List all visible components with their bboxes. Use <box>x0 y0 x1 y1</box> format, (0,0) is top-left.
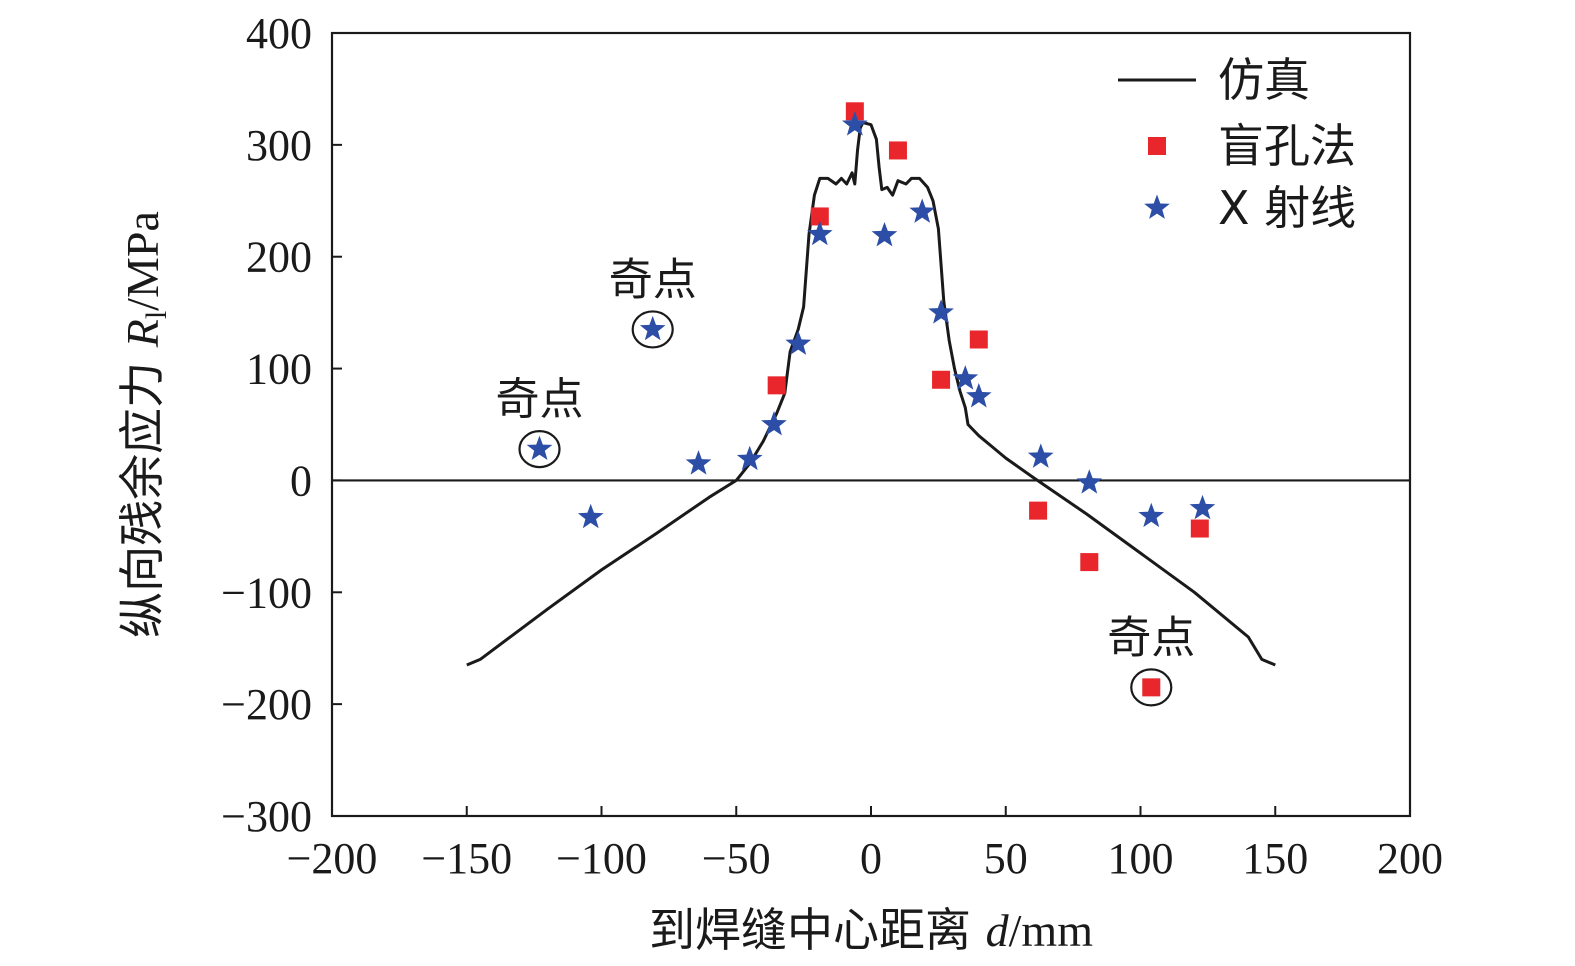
data-point-star-16 <box>1138 502 1165 528</box>
plot-data-layer <box>466 102 1276 697</box>
data-point-star-14 <box>1027 443 1054 468</box>
legend-label-0: 仿真 <box>1218 53 1310 107</box>
y-tick-label-7: 400 <box>246 9 312 58</box>
data-point-star-5 <box>761 411 787 436</box>
data-point-star-9 <box>871 222 898 247</box>
data-point-star-11 <box>928 299 954 324</box>
y-tick-label-1: −200 <box>221 680 312 729</box>
data-point-square-7 <box>1080 553 1099 572</box>
annotation-circle-0 <box>518 430 561 469</box>
axes-layer: −200 −150 −100 −50 0 50 100 150 200−300−200−1000… <box>221 9 1443 883</box>
data-point-star-2 <box>639 315 666 341</box>
y-tick-label-4: 100 <box>246 345 312 394</box>
data-point-square-5 <box>969 330 988 349</box>
x-tick-label-3: −50 <box>702 834 771 883</box>
data-point-square-6 <box>1029 501 1048 520</box>
annotation-label-2: 奇点 <box>1107 612 1195 663</box>
x-tick-label-4: 0 <box>860 834 882 883</box>
axis-titles: 到焊缝中心距离 d/mm 纵向残余应力 Rl/MPa <box>115 211 1093 957</box>
data-point-star-13 <box>966 383 992 408</box>
x-tick-label-1: −150 <box>421 834 512 883</box>
data-point-star-6 <box>785 330 812 355</box>
data-point-star-12 <box>952 365 979 390</box>
data-point-square-9 <box>1190 519 1209 538</box>
y-tick-label-5: 200 <box>246 233 312 282</box>
y-axis-title: 纵向残余应力 Rl/MPa <box>115 211 173 638</box>
data-point-star-15 <box>1076 469 1103 494</box>
x-tick-label-2: −100 <box>556 834 647 883</box>
data-point-star-4 <box>736 445 763 471</box>
data-point-square-3 <box>888 141 907 160</box>
data-point-star-1 <box>577 503 604 529</box>
x-tick-label-0: −200 <box>287 834 378 883</box>
x-tick-label-7: 150 <box>1242 834 1308 883</box>
data-point-star-17 <box>1189 494 1216 520</box>
data-point-star-3 <box>685 450 712 475</box>
legend-marker-star <box>1144 194 1170 219</box>
annotation-circle-2 <box>1130 668 1173 707</box>
annotation-label-0: 奇点 <box>496 374 584 425</box>
data-point-square-8 <box>1142 678 1161 697</box>
data-point-star-8 <box>842 111 868 136</box>
y-tick-label-0: −300 <box>221 792 312 841</box>
y-tick-label-3: 0 <box>290 456 312 505</box>
legend-marker-square <box>1148 137 1166 155</box>
x-tick-label-8: 200 <box>1377 834 1443 883</box>
y-tick-label-6: 300 <box>246 121 312 170</box>
data-point-square-1 <box>810 207 829 226</box>
legend-label-2: X 射线 <box>1218 181 1356 235</box>
x-tick-label-6: 100 <box>1108 834 1174 883</box>
x-axis-title: 到焊缝中心距离 d/mm <box>649 903 1093 957</box>
data-point-square-4 <box>932 370 951 389</box>
y-tick-label-2: −100 <box>221 568 312 617</box>
annotation-circle-1 <box>631 310 674 349</box>
x-tick-label-5: 50 <box>984 834 1028 883</box>
data-point-square-0 <box>767 376 786 395</box>
data-point-star-7 <box>807 220 833 246</box>
legend-label-1: 盲孔法 <box>1218 119 1356 173</box>
series-line-simulation <box>466 121 1276 667</box>
data-point-star-0 <box>526 435 553 460</box>
data-point-star-10 <box>909 198 935 223</box>
annotation-label-1: 奇点 <box>609 254 697 305</box>
